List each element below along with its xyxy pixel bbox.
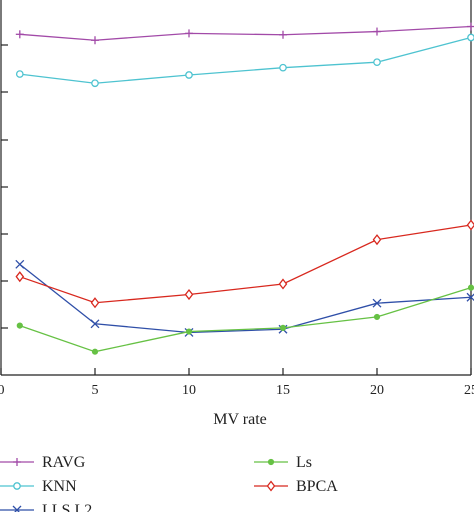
legend-item-lls-l2: LLS L2 bbox=[0, 502, 92, 512]
point-ls-1 bbox=[16, 322, 23, 329]
point-bpca-25 bbox=[466, 219, 474, 231]
point-bpca-15 bbox=[278, 278, 288, 290]
x-axis-ticks: 0 5 10 15 20 25 bbox=[0, 368, 474, 398]
legend-label-knn: KNN bbox=[42, 478, 77, 495]
point-ravg-10 bbox=[185, 29, 193, 38]
series-knn bbox=[15, 33, 474, 88]
point-ravg-20 bbox=[373, 27, 381, 36]
x-tick-label-20: 20 bbox=[370, 383, 384, 398]
y-axis-ticks bbox=[1, 44, 8, 329]
x-tick-label-25: 25 bbox=[464, 383, 474, 398]
series-ls bbox=[16, 284, 474, 355]
point-knn-15 bbox=[279, 63, 287, 72]
series-line-ravg bbox=[19, 25, 472, 41]
point-ravg-5 bbox=[91, 36, 99, 45]
point-ls-5 bbox=[91, 348, 99, 355]
legend-label-bpca: BPCA bbox=[296, 478, 338, 495]
point-lls-l2-20 bbox=[372, 298, 382, 308]
point-knn-20 bbox=[373, 58, 381, 67]
legend-label-ls: Ls bbox=[296, 454, 312, 471]
point-ls-20 bbox=[373, 313, 381, 321]
legend: RAVG KNN LLS L2 Ls BPCA bbox=[0, 454, 338, 512]
x-tick-label-5: 5 bbox=[92, 383, 99, 398]
point-ls-15 bbox=[279, 324, 287, 331]
legend-label-lls-l2: LLS L2 bbox=[42, 502, 92, 512]
point-ravg-1 bbox=[15, 30, 24, 39]
point-ls-10 bbox=[185, 328, 193, 335]
series-ravg bbox=[15, 22, 474, 45]
x-tick-label-0: 0 bbox=[0, 383, 5, 398]
legend-label-ravg: RAVG bbox=[42, 454, 86, 471]
legend-marker-ls bbox=[267, 458, 275, 466]
x-tick-label-15: 15 bbox=[276, 383, 290, 398]
point-knn-10 bbox=[185, 71, 193, 79]
series-bpca bbox=[15, 219, 474, 309]
point-lls-l2-5 bbox=[90, 319, 100, 329]
point-bpca-10 bbox=[184, 288, 194, 301]
legend-marker-knn bbox=[13, 482, 21, 490]
point-bpca-20 bbox=[372, 234, 382, 246]
point-ls-25 bbox=[467, 284, 474, 291]
legend-marker-bpca bbox=[266, 480, 276, 492]
point-knn-5 bbox=[91, 79, 99, 88]
legend-item-ravg: RAVG bbox=[0, 454, 86, 471]
legend-marker-lls-l2 bbox=[12, 505, 22, 512]
point-bpca-5 bbox=[90, 297, 100, 309]
point-knn-25 bbox=[467, 33, 474, 42]
series-line-knn bbox=[19, 36, 472, 84]
series-layer bbox=[15, 22, 474, 355]
point-ravg-15 bbox=[279, 30, 287, 39]
legend-item-bpca: BPCA bbox=[254, 478, 338, 495]
legend-item-knn: KNN bbox=[0, 478, 77, 495]
series-lls-l2 bbox=[15, 259, 474, 337]
point-bpca-1 bbox=[15, 271, 25, 283]
x-axis-title: MV rate bbox=[213, 411, 266, 428]
legend-item-ls: Ls bbox=[254, 454, 312, 471]
series-line-ls bbox=[19, 287, 472, 353]
point-knn-1 bbox=[15, 70, 24, 78]
series-line-bpca bbox=[19, 224, 472, 304]
point-ravg-25 bbox=[467, 22, 474, 31]
x-tick-label-10: 10 bbox=[182, 383, 196, 398]
series-line-lls-l2 bbox=[19, 263, 472, 334]
point-lls-l2-1 bbox=[15, 259, 25, 269]
legend-marker-ravg bbox=[13, 458, 21, 466]
